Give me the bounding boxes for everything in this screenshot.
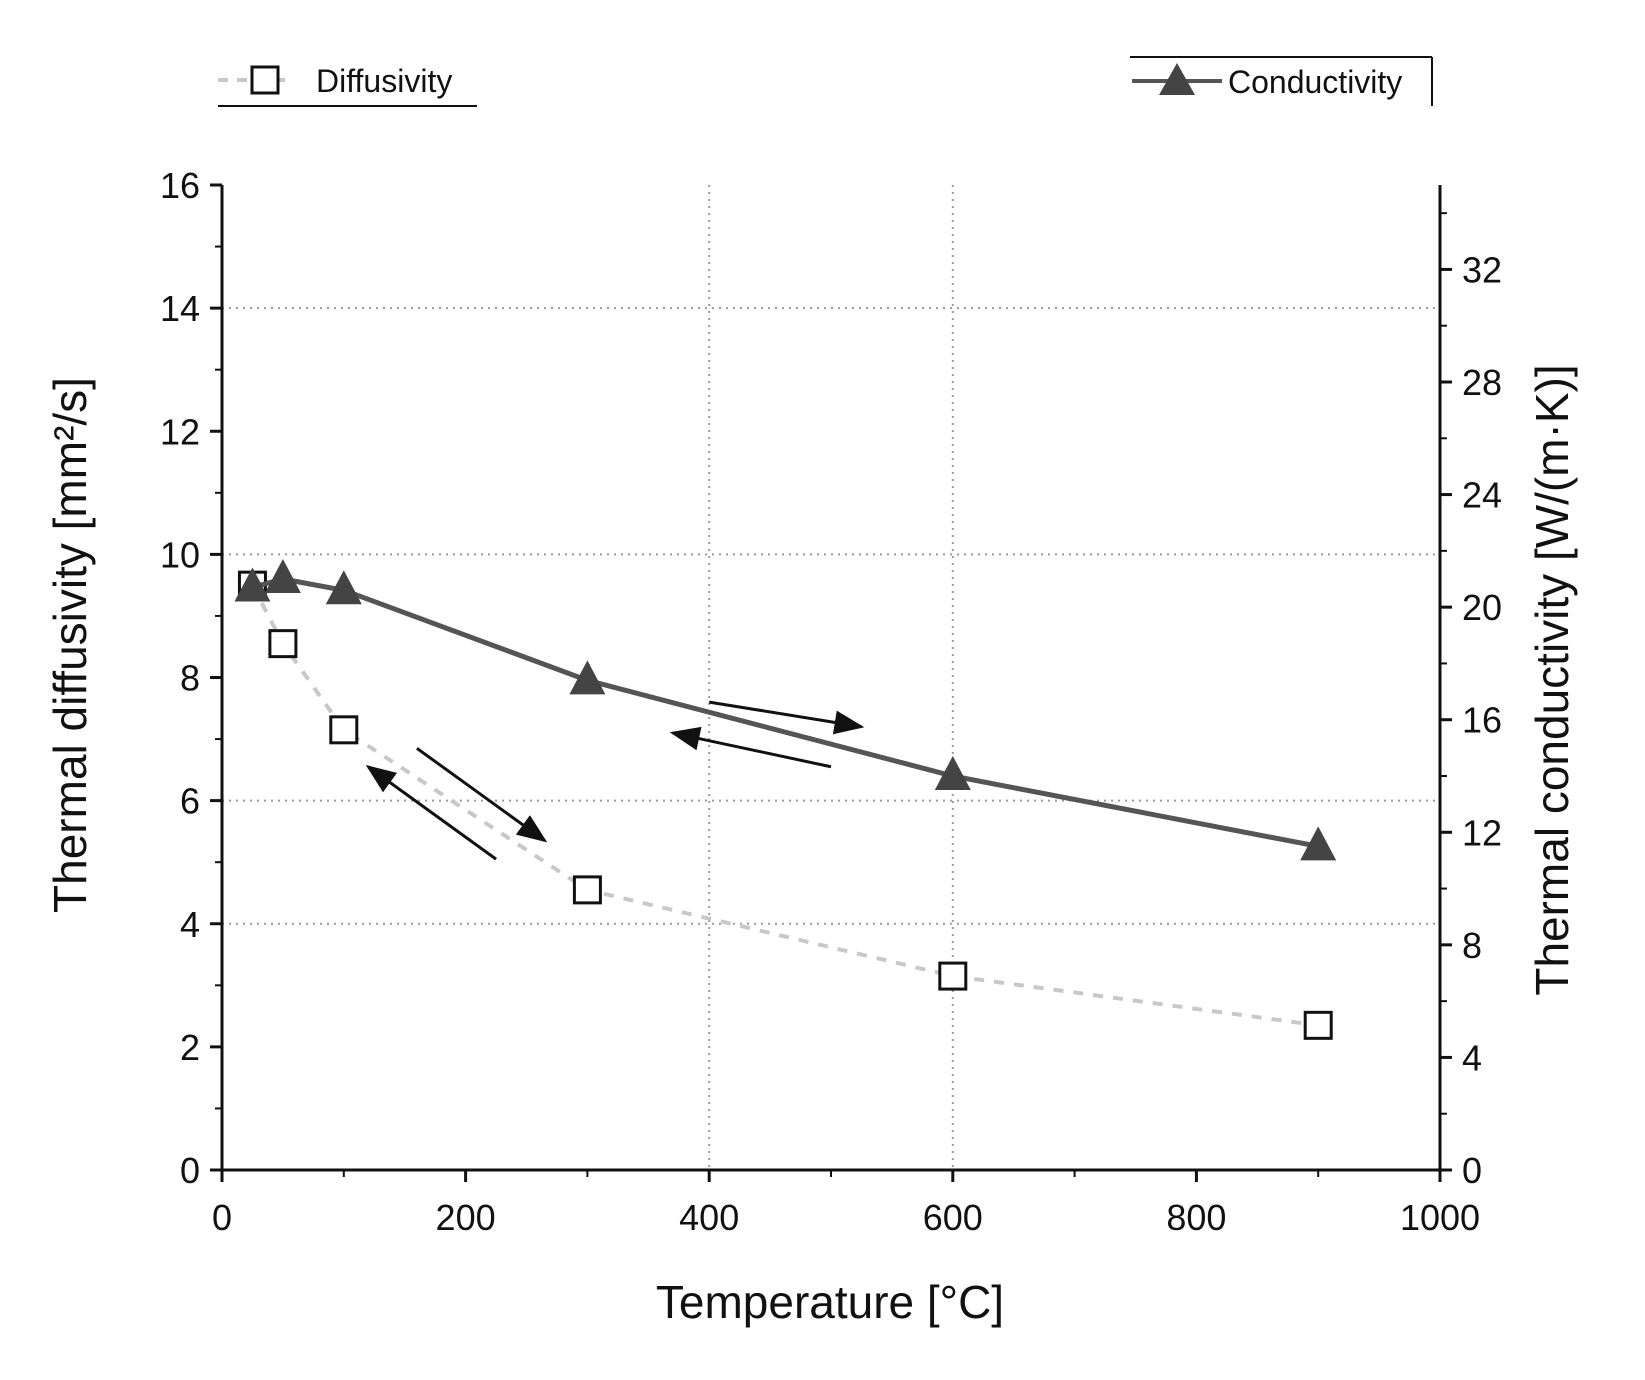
y-axis-title: Thermal diffusivity [mm²/s] <box>44 377 96 913</box>
legend-diffusivity: Diffusivity <box>218 63 477 107</box>
series-line-diffusivity <box>250 584 1319 1028</box>
legend-conductivity-marker <box>1159 63 1195 95</box>
y2-tick-label: 8 <box>1462 925 1482 966</box>
legend-conductivity-label: Conductivity <box>1228 64 1402 100</box>
y2-tick-label: 32 <box>1462 249 1502 290</box>
data-point-conductivity <box>1300 826 1337 861</box>
y-tick-label: 0 <box>180 1150 200 1191</box>
x-tick-label: 800 <box>1166 1197 1226 1238</box>
x-tick-label: 400 <box>679 1197 739 1238</box>
data-point-conductivity <box>569 660 606 695</box>
x-axis-title: Temperature [°C] <box>656 1276 1004 1328</box>
data-point-conductivity <box>934 756 971 790</box>
data-point-conductivity <box>234 567 271 602</box>
y-tick-label: 14 <box>160 288 200 329</box>
annotation-arrow-heating <box>416 747 548 843</box>
y-tick-label: 12 <box>160 411 200 452</box>
data-point-conductivity <box>264 559 301 593</box>
annotations <box>365 700 865 861</box>
series-line-conductivity <box>251 576 1319 849</box>
annotation-arrow-heating <box>708 700 865 735</box>
legend-diffusivity-marker <box>250 65 280 95</box>
axes <box>220 185 1442 1172</box>
y2-axis-title: Thermal conductivity [W/(m·K)] <box>1526 364 1578 995</box>
x-tick-label: 0 <box>212 1197 232 1238</box>
annotation-arrow-cooling <box>365 765 497 861</box>
data-point-conductivity <box>325 570 362 605</box>
grid <box>222 185 1440 1170</box>
y-tick-label: 2 <box>180 1027 200 1068</box>
y2-tick-label: 4 <box>1462 1037 1482 1078</box>
y-tick-label: 4 <box>180 904 200 945</box>
y2-tick-label: 28 <box>1462 362 1502 403</box>
y2-tick-label: 0 <box>1462 1150 1482 1191</box>
data-point-diffusivity <box>938 961 968 991</box>
legend-diffusivity-label: Diffusivity <box>316 63 452 99</box>
x-tick-label: 1000 <box>1400 1197 1480 1238</box>
data-point-diffusivity <box>1303 1010 1333 1040</box>
y-tick-label: 8 <box>180 658 200 699</box>
ticks: 0 200 400 600 800 100002468101214160481216202… <box>160 165 1502 1238</box>
data-point-diffusivity <box>329 715 359 745</box>
y2-tick-label: 24 <box>1462 475 1502 516</box>
series <box>234 559 1337 1040</box>
x-tick-label: 200 <box>436 1197 496 1238</box>
legend-conductivity: Conductivity <box>1130 56 1433 106</box>
y2-tick-label: 16 <box>1462 700 1502 741</box>
y2-tick-label: 20 <box>1462 587 1502 628</box>
y2-tick-label: 12 <box>1462 812 1502 853</box>
data-point-diffusivity <box>572 875 602 905</box>
data-point-diffusivity <box>268 629 298 659</box>
y-tick-label: 10 <box>160 534 200 575</box>
x-tick-label: 600 <box>923 1197 983 1238</box>
annotation-arrow-cooling <box>669 726 832 769</box>
y-tick-label: 16 <box>160 165 200 206</box>
y-tick-label: 6 <box>180 781 200 822</box>
